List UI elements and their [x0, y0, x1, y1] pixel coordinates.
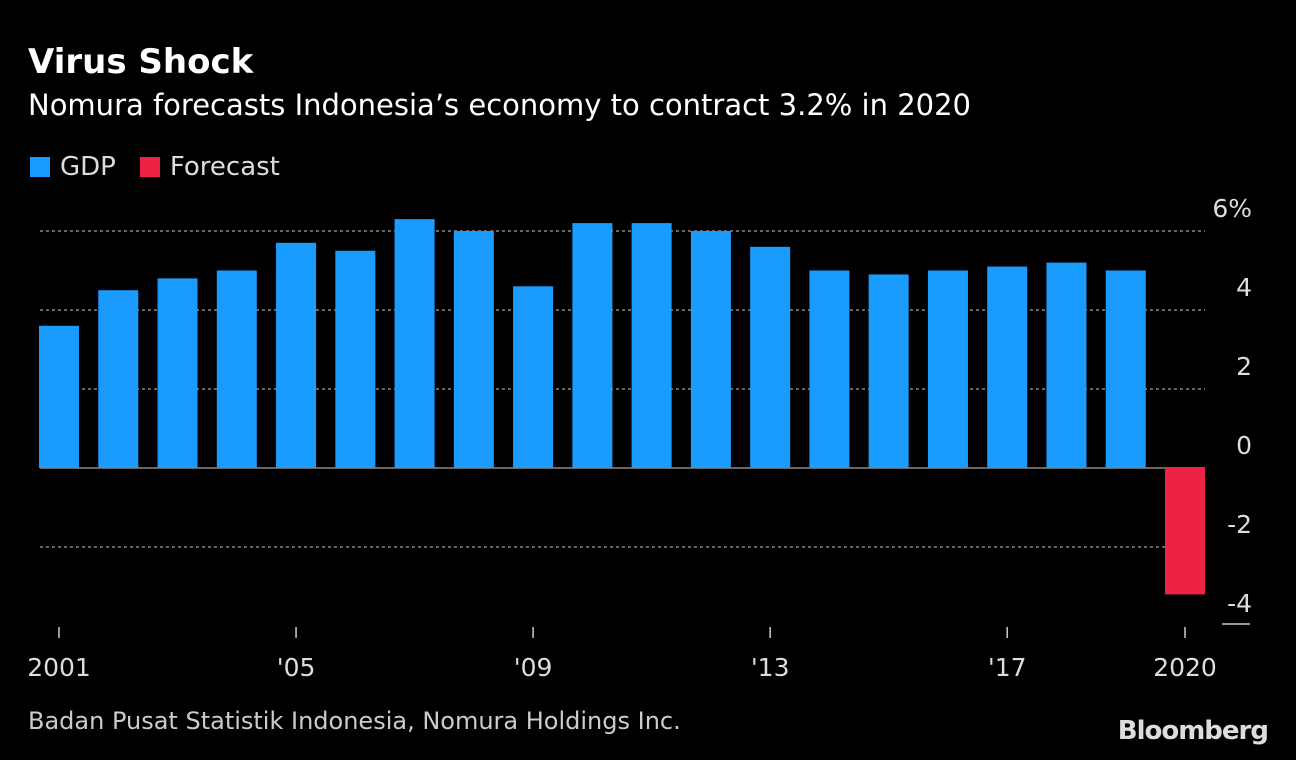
bar-2019	[1105, 270, 1146, 468]
y-tick-label: 2	[1236, 352, 1252, 381]
bar-2006	[335, 250, 376, 468]
bar-2011	[631, 223, 672, 468]
x-tick-label: '09	[514, 653, 553, 682]
legend-swatch-forecast	[139, 157, 160, 177]
chart-title: Virus Shock	[28, 42, 254, 82]
bar-2009	[513, 286, 554, 468]
bar-2008	[453, 231, 494, 468]
bar-2003	[157, 278, 198, 468]
x-tick-label: 2001	[27, 653, 91, 682]
x-tick-label: '05	[277, 653, 316, 682]
y-tick-label: -2	[1227, 510, 1252, 539]
bar-2007	[394, 219, 435, 468]
bar-2004	[216, 270, 257, 468]
y-tick-label: 6%	[1212, 194, 1252, 223]
source-note: Badan Pusat Statistik Indonesia, Nomura …	[28, 707, 681, 735]
bar-2010	[572, 223, 613, 468]
legend-item-forecast: Forecast	[139, 152, 280, 182]
bar-2017	[987, 266, 1028, 468]
legend-item-gdp: GDP	[30, 152, 116, 182]
y-tick-label: -4	[1227, 589, 1252, 618]
legend-swatch-gdp	[30, 157, 50, 177]
bar-2020	[1165, 468, 1205, 595]
bar-2012	[690, 231, 731, 468]
bar-2001	[39, 325, 79, 468]
bar-2002	[98, 290, 139, 468]
legend-label-gdp: GDP	[60, 152, 116, 182]
y-tick-label: 4	[1236, 273, 1252, 302]
bar-2005	[276, 242, 317, 468]
legend: GDP Forecast	[30, 152, 304, 182]
bar-2014	[809, 270, 850, 468]
bloomberg-logo: Bloomberg	[1117, 716, 1269, 746]
x-tick-label: '17	[988, 653, 1027, 682]
y-tick-label: 0	[1236, 431, 1252, 460]
bar-2013	[750, 246, 791, 468]
bar-2015	[868, 274, 909, 468]
x-tick-label: '13	[751, 653, 790, 682]
legend-label-forecast: Forecast	[169, 152, 280, 182]
x-tick-label: 2020	[1153, 653, 1217, 682]
bar-2016	[927, 270, 968, 468]
bar-2018	[1046, 262, 1087, 468]
chart-subtitle: Nomura forecasts Indonesia’s economy to …	[28, 88, 971, 122]
